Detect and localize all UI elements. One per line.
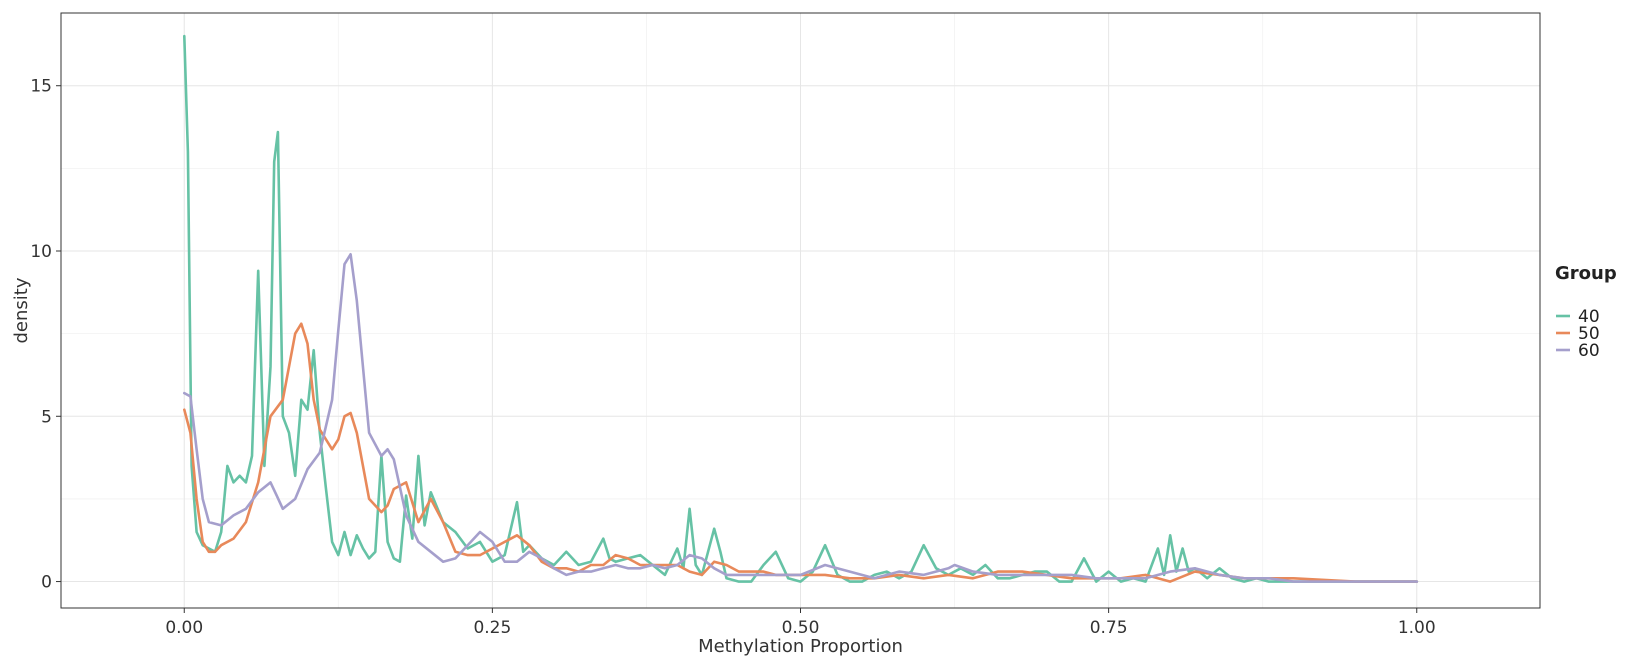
x-axis-title: Methylation Proportion	[698, 636, 903, 657]
x-tick-label: 0.25	[473, 618, 511, 638]
x-tick-label: 0.50	[782, 618, 820, 638]
series-line-60	[183, 253, 1419, 583]
x-tick-label: 0.00	[165, 618, 203, 638]
series-lines	[183, 34, 1419, 583]
x-tick-label: 1.00	[1398, 618, 1436, 638]
y-tick-label: 15	[30, 77, 52, 97]
legend-title: Group	[1555, 263, 1617, 284]
legend-label-60: 60	[1578, 341, 1600, 361]
grid	[61, 13, 1540, 608]
y-tick-label: 5	[41, 407, 52, 427]
y-axis: 0 5 10 15	[30, 77, 61, 593]
legend-label-40: 40	[1578, 307, 1600, 327]
series-line-50	[183, 322, 1419, 583]
x-tick-label: 0.75	[1090, 618, 1128, 638]
y-tick-label: 10	[30, 242, 52, 262]
x-axis: 0.00 0.25 0.50 0.75 1.00	[165, 608, 1436, 638]
y-tick-label: 0	[41, 573, 52, 593]
y-axis-title: density	[11, 277, 32, 343]
legend-label-50: 50	[1578, 324, 1600, 344]
